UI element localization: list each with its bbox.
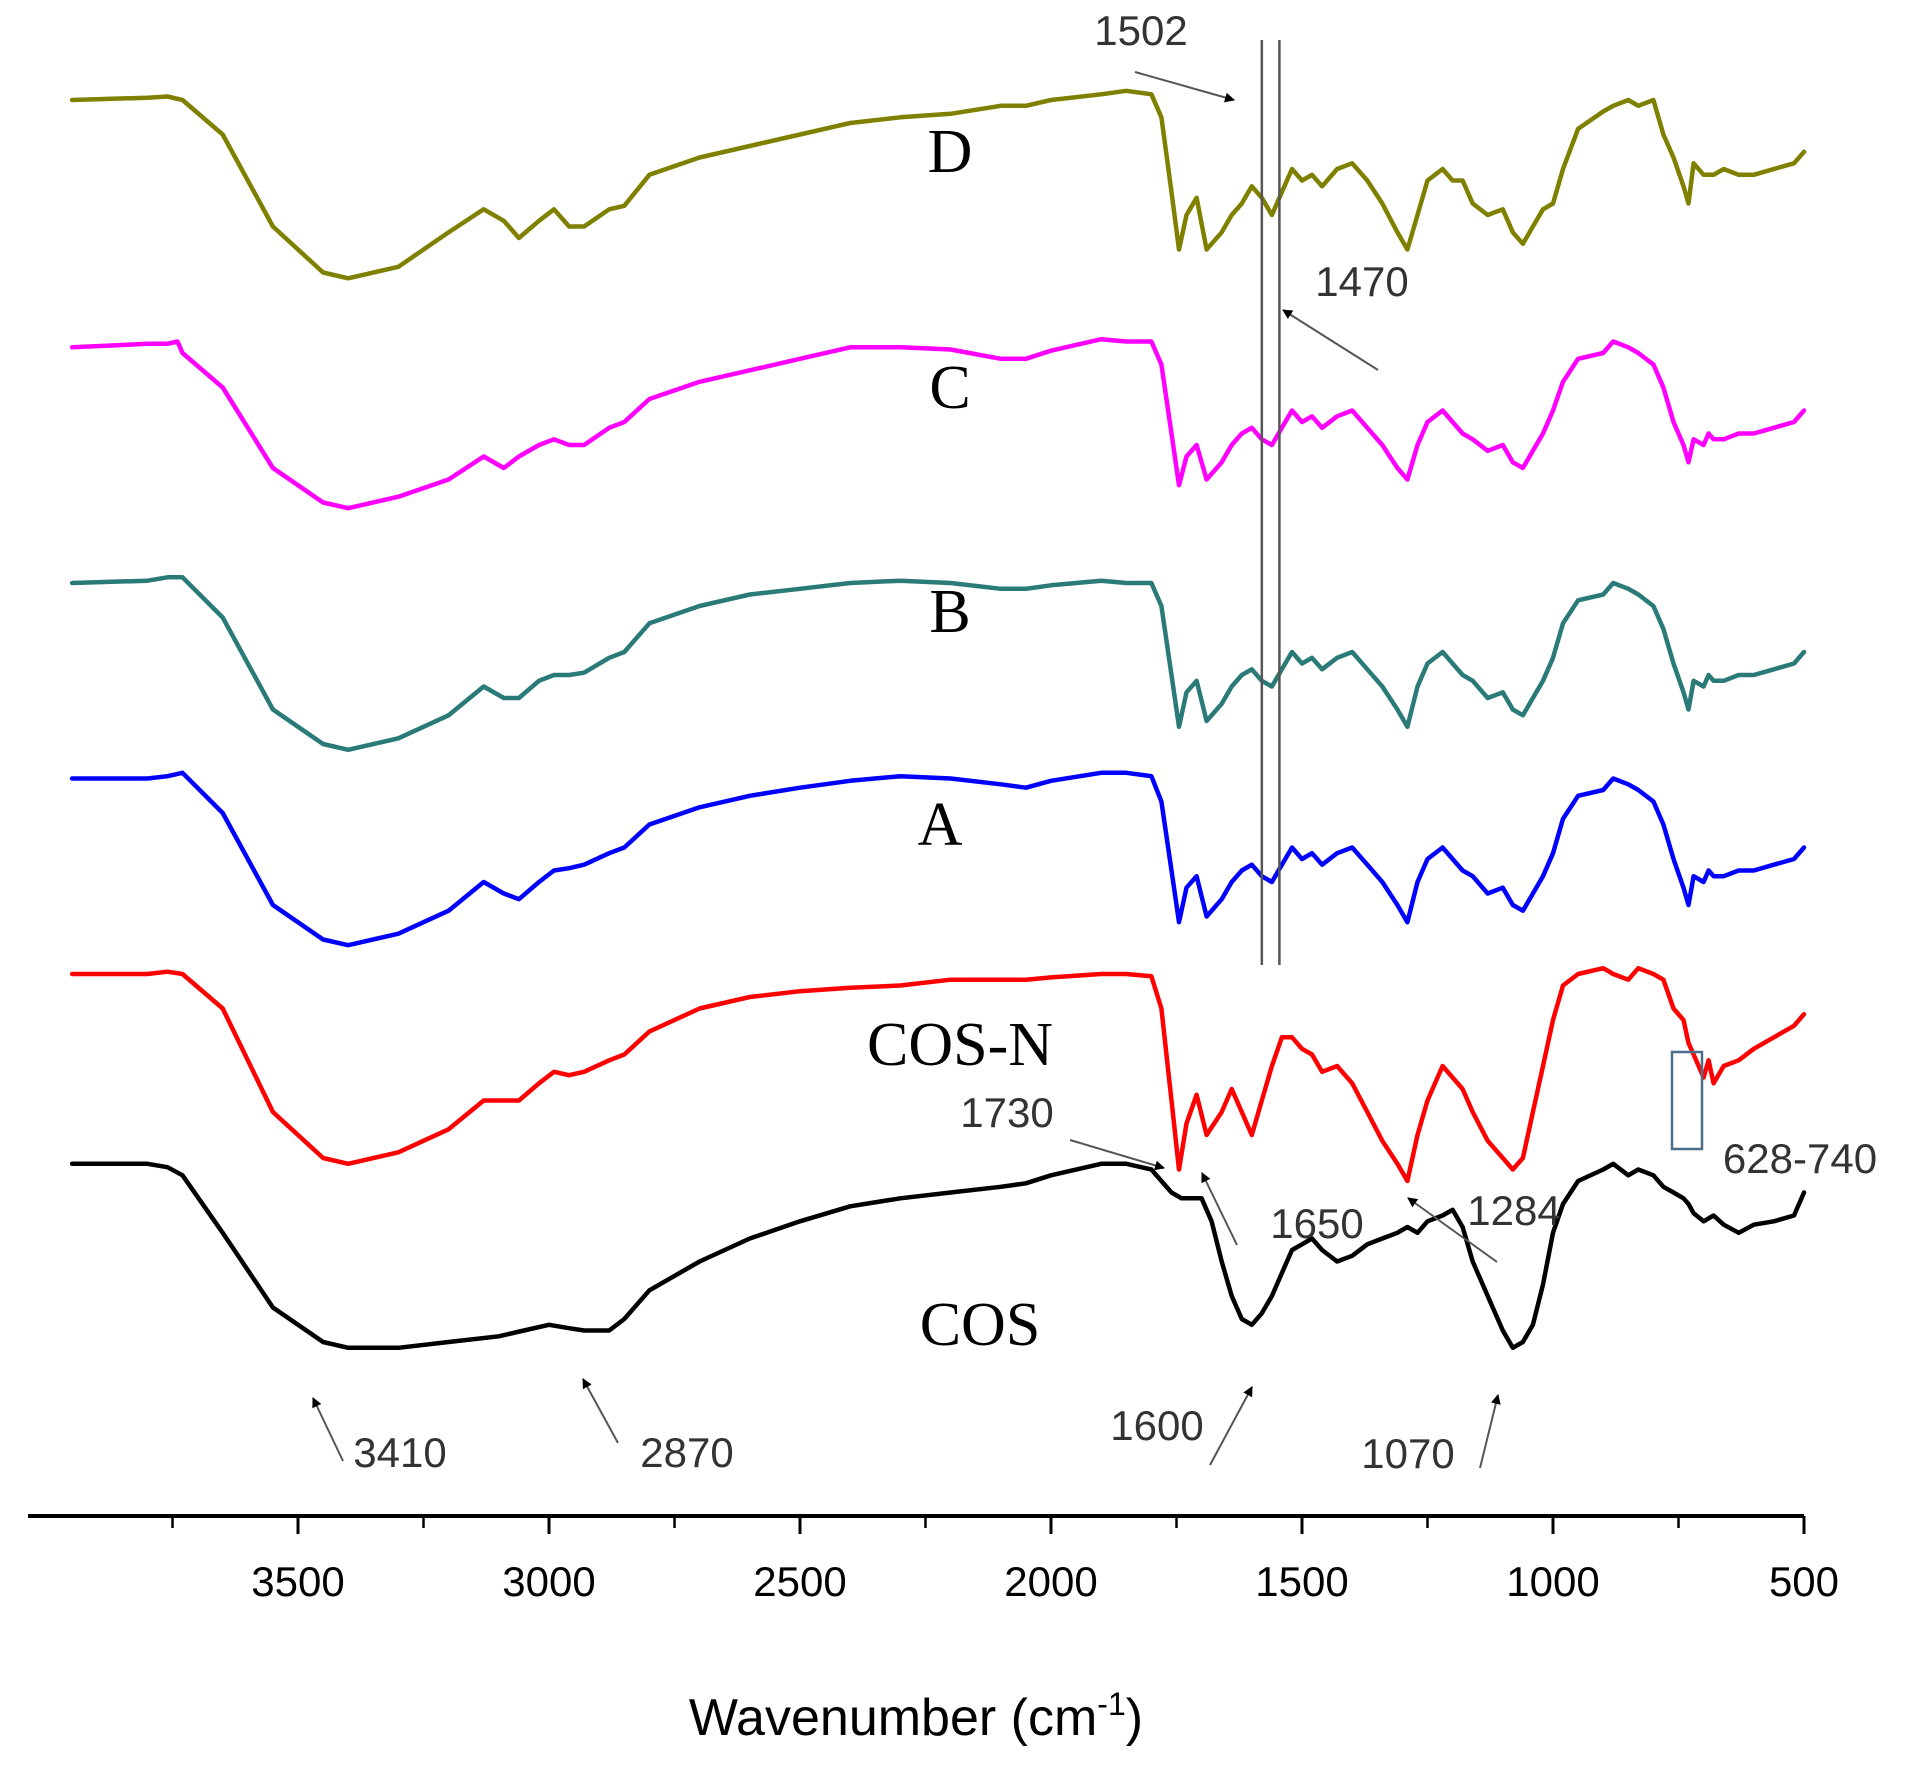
highlight-box-628-740 [1670,1050,1704,1151]
series-a-line [69,770,1807,948]
annotation-arrow-1730 [1069,1139,1165,1171]
x-tick-label: 3500 [251,1558,344,1605]
series-cos-line [69,1161,1807,1351]
annotation-label-1070: 1070 [1361,1430,1454,1477]
series-d-line [69,88,1807,281]
annotation-arrow-3410 [312,1397,344,1462]
annotation-arrow-1600 [1209,1386,1253,1466]
series-label-cos: COS [920,1291,1041,1359]
annotation-label-3410: 3410 [353,1429,446,1476]
annotation-arrow-1070 [1479,1394,1501,1469]
annotation-label-2870: 2870 [640,1429,733,1476]
series-label-cos-n: COS-N [867,1011,1053,1079]
annotation-label-1600: 1600 [1110,1402,1203,1449]
series-group [69,88,1807,1351]
annotation-label-1650: 1650 [1270,1200,1363,1247]
series-labels: D C B A COS-N COS [867,118,1053,1359]
annotation-label-1730: 1730 [960,1089,1053,1136]
x-tick-label: 1000 [1506,1558,1599,1605]
annotation-arrow-1284 [1407,1197,1498,1263]
x-axis-title: Wavenumber (cm-1) [689,1686,1143,1747]
annotation-arrow-1470 [1282,309,1379,371]
marker-lines [1260,40,1704,1151]
annotation-label-1284: 1284 [1467,1187,1560,1234]
x-axis: 3500 3000 2500 2000 1500 1000 500 [28,1514,1839,1605]
x-tick-label: 3000 [502,1558,595,1605]
x-tick-label: 2000 [1004,1558,1097,1605]
series-b-line [69,575,1807,753]
annotation-arrow-1650 [1201,1172,1238,1246]
annotation-label-1502: 1502 [1094,7,1187,54]
series-label-c: C [929,354,970,422]
series-cos-n-line [69,965,1807,1184]
series-label-a: A [918,791,963,859]
annotation-label-1470: 1470 [1315,258,1408,305]
annotation-arrow-1502 [1134,71,1235,103]
series-label-d: D [928,118,973,186]
x-tick-label: 1500 [1255,1558,1348,1605]
annotation-arrow-2870 [582,1378,619,1444]
x-tick-label: 2500 [753,1558,846,1605]
x-tick-label: 500 [1769,1558,1839,1605]
annotations: 1502 1470 1730 1650 1284 628-740 3410 2870 1600 1… [312,7,1877,1477]
annotation-label-628-740: 628-740 [1723,1135,1877,1182]
series-c-line [69,336,1807,511]
series-label-b: B [929,578,970,646]
